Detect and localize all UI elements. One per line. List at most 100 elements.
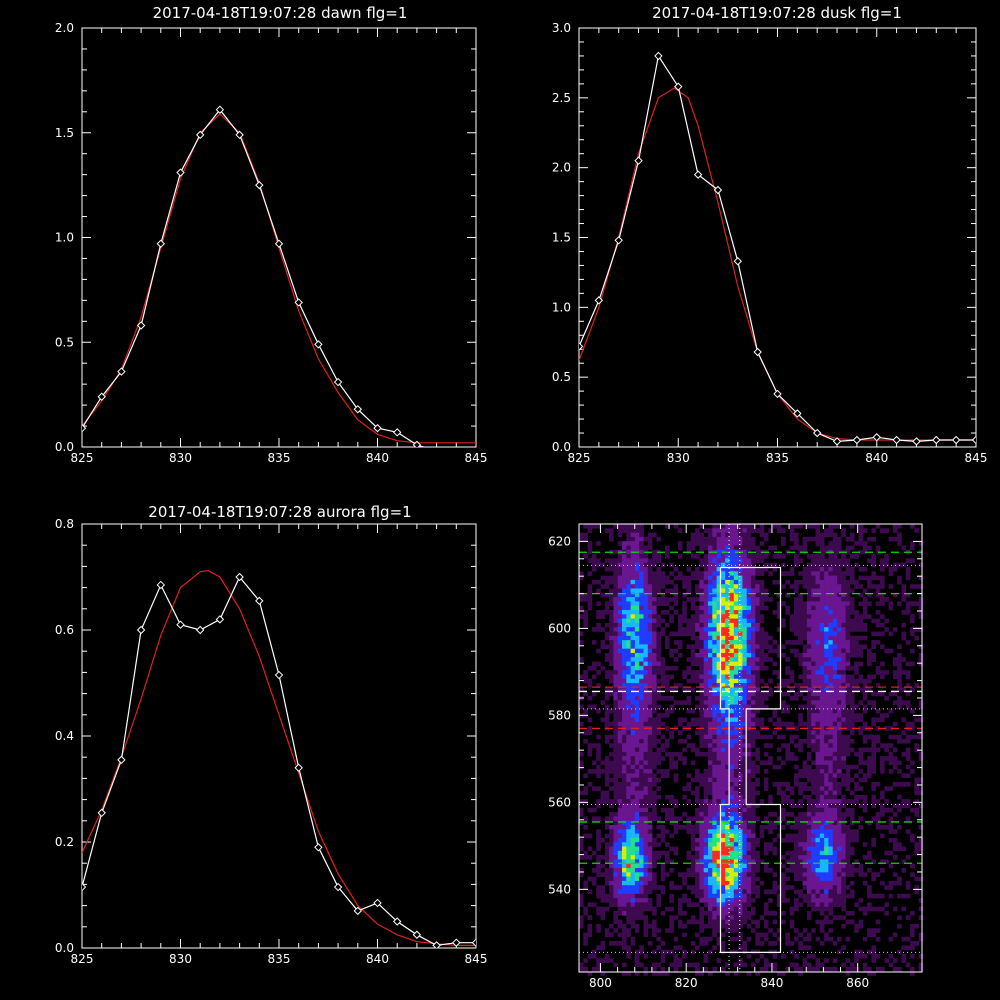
heatmap-cell: [634, 635, 640, 641]
heatmap-cell: [652, 665, 657, 671]
heatmap-cell: [914, 799, 919, 804]
heatmap-cell: [720, 782, 726, 787]
heatmap-cell: [798, 876, 803, 882]
heatmap-cell: [720, 799, 726, 804]
heatmap-cell: [596, 769, 601, 774]
heatmap-cell: [897, 665, 902, 671]
heatmap-cell: [738, 657, 743, 662]
heatmap-cell: [828, 635, 833, 641]
heatmap-cell: [802, 704, 808, 710]
heatmap-cell: [755, 558, 760, 563]
heatmap-cell: [647, 640, 653, 645]
heatmap-cell: [643, 704, 649, 710]
heatmap-cell: [901, 670, 907, 675]
heatmap-cell: [600, 575, 606, 581]
heatmap-cell: [892, 872, 898, 877]
heatmap-cell: [699, 850, 704, 856]
heatmap-cell: [832, 859, 838, 864]
heatmap-cell: [815, 816, 821, 821]
heatmap-cell: [634, 889, 640, 895]
heatmap-cell: [819, 627, 825, 632]
heatmap-cell: [888, 760, 894, 766]
heatmap-cell: [880, 575, 885, 581]
heatmap-cell: [832, 622, 838, 628]
heatmap-cell: [708, 575, 713, 581]
heatmap-cell: [634, 713, 640, 718]
heatmap-cell: [880, 807, 885, 813]
heatmap-cell: [613, 872, 618, 877]
heatmap-cell: [815, 889, 821, 895]
heatmap-cell: [910, 734, 915, 740]
heatmap-cell: [596, 670, 601, 675]
heatmap-cell: [626, 627, 631, 632]
heatmap-cell: [725, 816, 730, 821]
heatmap-cell: [703, 661, 709, 667]
heatmap-cell: [587, 571, 593, 576]
heatmap-cell: [832, 893, 838, 899]
heatmap-cell: [579, 605, 584, 611]
heatmap-cell: [794, 820, 799, 826]
heatmap-cell: [613, 644, 618, 649]
heatmap-cell: [802, 683, 808, 688]
heatmap-cell: [617, 678, 623, 684]
heatmap-cell: [690, 605, 696, 611]
heatmap-cell: [708, 640, 713, 645]
heatmap-cell: [656, 898, 661, 903]
heatmap-cell: [583, 786, 588, 791]
heatmap-cell: [867, 850, 872, 856]
heatmap-cell: [880, 756, 885, 761]
heatmap-cell: [622, 592, 627, 598]
heatmap-cell: [587, 592, 593, 598]
heatmap-cell: [712, 786, 717, 791]
heatmap-cell: [729, 528, 735, 533]
heatmap-cell: [630, 571, 636, 576]
heatmap-cell: [819, 601, 825, 606]
heatmap-cell: [643, 665, 649, 671]
heatmap-cell: [652, 601, 657, 606]
heatmap-cell: [647, 700, 653, 705]
heatmap-cell: [660, 670, 666, 675]
heatmap-cell: [703, 863, 709, 869]
heatmap-cell: [716, 734, 722, 740]
heatmap-cell: [746, 794, 752, 800]
heatmap-cell: [639, 730, 644, 735]
heatmap-cell: [828, 528, 833, 533]
x-tick-label: 835: [268, 952, 291, 966]
y-tick-label: 2.0: [552, 161, 571, 175]
heatmap-cell: [725, 579, 730, 585]
heatmap-cell: [849, 627, 855, 632]
heatmap-cell: [695, 597, 700, 602]
heatmap-cell: [849, 696, 855, 701]
heatmap-cell: [639, 700, 644, 705]
heatmap-cell: [677, 554, 683, 559]
heatmap-cell: [712, 571, 717, 576]
heatmap-cell: [862, 760, 868, 766]
heatmap-cell: [690, 846, 696, 852]
heatmap-cell: [798, 820, 803, 826]
heatmap-cell: [660, 683, 666, 688]
heatmap-cell: [604, 893, 610, 899]
heatmap-cell: [798, 592, 803, 598]
heatmap-cell: [712, 597, 717, 602]
heatmap-cell: [746, 773, 752, 778]
heatmap-cell: [647, 833, 653, 839]
heatmap-cell: [695, 614, 700, 619]
heatmap-cell: [858, 816, 864, 821]
heatmap-cell: [708, 545, 713, 551]
heatmap-cell: [828, 751, 833, 757]
heatmap-cell: [617, 631, 623, 637]
heatmap-cell: [716, 670, 722, 675]
heatmap-cell: [708, 760, 713, 766]
heatmap-cell: [763, 532, 769, 538]
heatmap-cell: [819, 730, 825, 735]
heatmap-cell: [712, 562, 717, 568]
heatmap-cell: [849, 893, 855, 899]
heatmap-cell: [832, 782, 838, 787]
heatmap-cell: [914, 889, 919, 895]
heatmap-cell: [703, 777, 709, 783]
heatmap-cell: [716, 868, 722, 873]
heatmap-cell: [617, 554, 623, 559]
heatmap-cell: [832, 536, 838, 542]
heatmap-cell: [746, 812, 752, 817]
heatmap-cell: [708, 747, 713, 753]
